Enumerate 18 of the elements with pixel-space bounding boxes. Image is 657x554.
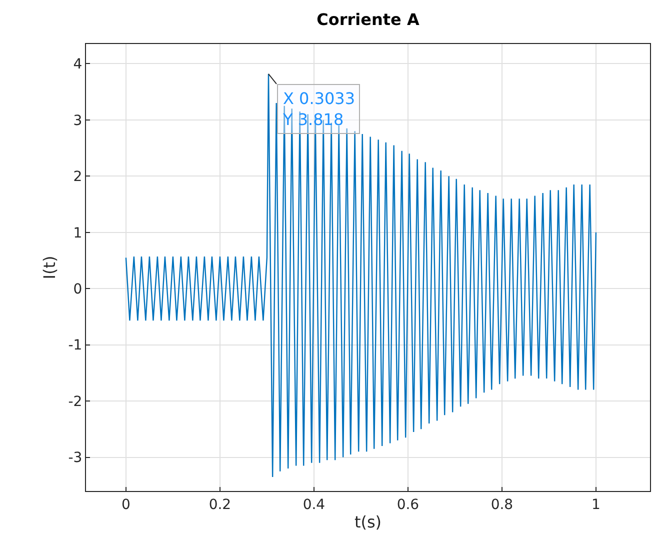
y-tick-label: 0 — [73, 281, 82, 298]
x-axis-title: t(s) — [354, 512, 382, 532]
y-tick-label: -2 — [68, 394, 82, 410]
x-tick-label: 1 — [591, 496, 600, 513]
y-tick-label: -1 — [68, 338, 82, 354]
chart-title: Corriente A — [316, 10, 420, 30]
x-tick-label: 0.6 — [396, 496, 420, 513]
x-tick-label: 0.4 — [302, 496, 326, 513]
y-axis-title: I(t) — [40, 256, 60, 280]
y-tick-label: 2 — [73, 169, 82, 186]
x-tick-label: 0 — [121, 496, 130, 513]
y-tick-label: -3 — [68, 450, 82, 466]
x-tick-label: 0.2 — [208, 496, 232, 513]
line-series — [125, 73, 597, 478]
x-tick-label: 0.8 — [490, 496, 514, 513]
y-tick-label: 3 — [73, 112, 82, 129]
y-tick-label: 4 — [73, 56, 82, 73]
y-tick-label: 1 — [73, 225, 82, 242]
